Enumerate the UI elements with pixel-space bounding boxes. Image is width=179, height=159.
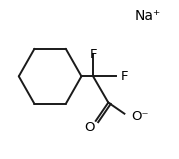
Text: O: O — [84, 121, 95, 134]
Text: F: F — [121, 70, 128, 83]
Text: Na⁺: Na⁺ — [134, 9, 161, 23]
Text: O⁻: O⁻ — [132, 110, 149, 123]
Text: F: F — [89, 48, 97, 62]
